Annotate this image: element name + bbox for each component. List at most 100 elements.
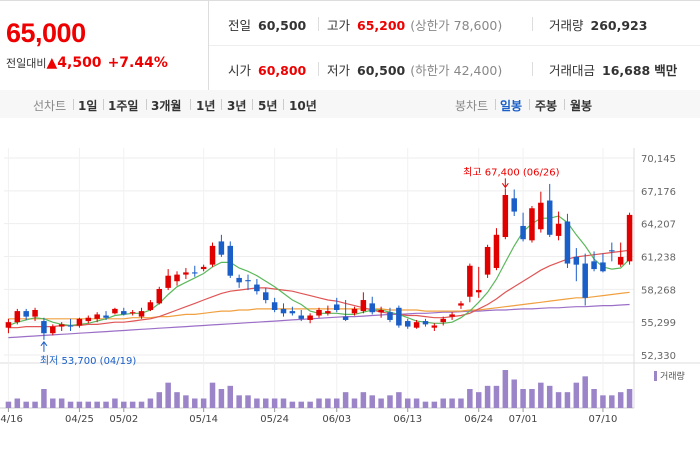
volume-bar [50,398,56,408]
volume-bar [396,392,402,408]
volume-bar [5,401,12,408]
candle-body [23,311,29,317]
change-percent: +7.44% [107,55,168,71]
candle-body [227,245,234,276]
volume-bar [440,398,446,408]
period-daily-button[interactable]: 일봉 [500,99,523,113]
candle-body [529,208,535,241]
candle-body [218,241,225,255]
volume-bar [94,401,100,408]
range-10y-button[interactable]: 10년 [289,99,317,113]
candle-body [351,308,358,314]
volume-bar [263,398,269,408]
down-arrow-icon [501,183,509,189]
volume-bar [413,398,420,408]
x-tick-label: 04/25 [65,414,94,425]
volume-bar [484,385,491,408]
volume-bar [511,379,517,408]
change-value: 4,500 [57,55,102,71]
volume-bar [325,398,331,408]
candle-body [85,317,92,322]
range-1y-button[interactable]: 1년 [196,99,216,113]
range-1w-button[interactable]: 1주일 [108,99,139,113]
candle-body [609,250,615,252]
low-annotation: 최저 53,700 (04/19) [40,355,136,367]
candle-body [245,280,251,282]
candle-body [422,321,429,325]
y-tick-label: 58,268 [641,285,676,296]
candle-body [14,311,21,323]
candle-body [555,223,562,236]
candle-body [458,303,464,306]
candle-body [582,263,588,298]
candle-body [307,315,313,320]
volume-bar [58,398,65,408]
candle-body [520,225,526,240]
range-5y-button[interactable]: 5년 [258,99,278,113]
candle-body [617,256,624,265]
candle-body [546,200,553,235]
volume-bar [147,398,154,408]
volume-bar [609,395,615,408]
high-annotation: 최고 67,400 (06/26) [463,166,559,178]
volume-bar [23,401,29,408]
toolbar-divider [495,99,496,110]
x-tick-label: 05/02 [109,414,138,425]
period-weekly-button[interactable]: 주봉 [535,99,558,113]
volume-bar [573,382,580,408]
candle-body [298,315,305,319]
candle-body [50,326,56,334]
candle-chart-label: 봉차트 [455,99,489,113]
candle-body [121,311,127,315]
volume-bar [121,401,127,408]
range-3m-button[interactable]: 3개월 [151,99,182,113]
candle-body [138,311,145,317]
volume-bar [76,401,83,408]
up-arrow-icon [40,341,48,347]
candle-body [467,265,473,297]
volume-bar [218,389,225,408]
volume-bar [449,398,455,408]
candle-body [263,292,269,301]
range-1d-button[interactable]: 1일 [78,99,98,113]
range-3y-button[interactable]: 3년 [227,99,247,113]
volume-bar [245,395,251,408]
toolbar-divider [252,99,253,110]
period-monthly-button[interactable]: 월봉 [570,99,593,113]
volume-bar [564,392,571,408]
volume-bar [316,398,322,408]
candle-body [165,275,171,288]
candle-body [67,325,74,327]
candle-body [626,214,633,262]
up-arrow-icon: ▲ [46,55,58,71]
ma120-line [8,303,630,339]
candle-body [573,256,580,265]
candle-body [342,316,349,320]
candle-body [112,308,118,314]
candle-body [396,307,402,326]
volume-bar [591,389,597,408]
volume-bar [351,398,358,408]
volume-bar [271,398,278,408]
candle-body [333,304,340,310]
candle-body [5,322,12,328]
volume-bar [422,401,429,408]
candle-body [156,288,163,304]
volume-bar [529,389,535,408]
candlestick-chart[interactable]: 70,145 67,176 64,207 61,238 58,268 55,299 52,3… [0,118,700,450]
candle-body [209,245,216,265]
candle-body [484,246,491,275]
volume-bar [183,395,189,408]
volume-bar [555,392,562,408]
candle-body [600,262,606,272]
volume-bar [475,392,482,408]
volume-bar [129,401,136,408]
volume-bar [254,398,260,408]
stat-divider [532,62,533,76]
x-tick-label: 07/01 [509,414,538,425]
volume-bar [538,382,544,408]
candle-body [41,321,47,334]
volume-bar [520,389,526,408]
volume-bar [85,401,92,408]
line-chart-label: 선차트 [33,99,67,113]
